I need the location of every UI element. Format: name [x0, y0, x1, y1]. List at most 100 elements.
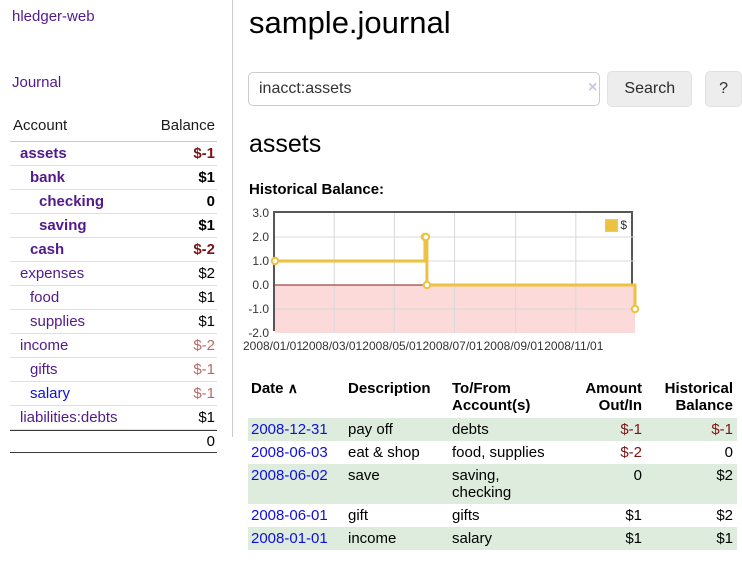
legend-label: $ — [620, 218, 627, 232]
accounts-column-header: To/From Account(s) — [452, 380, 531, 414]
historical-balance-label: Historical Balance: — [249, 181, 385, 198]
transaction-description: gift — [348, 507, 369, 524]
page-title: sample.journal — [249, 5, 451, 40]
account-balance: $-1 — [193, 361, 215, 378]
sidebar-account-saving[interactable]: saving — [39, 217, 87, 234]
account-balance: $-1 — [193, 385, 215, 402]
sidebar-account-liabilities-debts[interactable]: liabilities:debts — [20, 409, 118, 426]
historical-balance-chart: 3.0 2.0 1.0 0.0 -1.0 -2.0 $ 2008/01/01 2008/03… — [243, 206, 742, 361]
x-axis-tick-label: 2008/07/01 — [422, 339, 483, 353]
account-balance: $1 — [198, 289, 215, 306]
transaction-accounts: food, supplies — [452, 444, 545, 461]
account-row: saving $1 — [10, 214, 217, 238]
account-balance: $1 — [198, 169, 215, 186]
transaction-balance: $2 — [646, 464, 737, 504]
transaction-description: eat & shop — [348, 444, 420, 461]
sidebar-account-food[interactable]: food — [30, 289, 60, 306]
sidebar-account-salary[interactable]: salary — [30, 385, 71, 402]
main-content: sample.journal × Search ? assets Histori… — [243, 0, 742, 550]
y-axis-tick-label: -1.0 — [248, 302, 269, 316]
account-balance: $-1 — [193, 145, 215, 162]
sidebar-account-expenses[interactable]: expenses — [20, 265, 85, 282]
sort-asc-icon: ∧ — [287, 380, 298, 396]
clear-search-icon[interactable]: × — [588, 79, 598, 96]
transaction-description: income — [345, 527, 449, 550]
transaction-row: 2008-06-01 gift gifts $1 $2 — [248, 504, 737, 527]
transaction-date-link[interactable]: 2008-06-03 — [251, 444, 328, 461]
transaction-amount: $1 — [561, 527, 646, 550]
accounts-total-row: 0 — [10, 430, 217, 453]
app-title-link[interactable]: hledger-web — [12, 8, 95, 25]
transaction-accounts: gifts — [452, 507, 480, 524]
date-column-header[interactable]: Date ∧ — [251, 380, 298, 397]
search-input[interactable] — [248, 72, 601, 106]
search-form: × Search ? — [248, 71, 742, 107]
transaction-amount: $1 — [625, 507, 642, 524]
x-axis-tick-label: 2008/11/01 — [544, 339, 604, 353]
account-balance: $1 — [198, 313, 215, 330]
account-balance: $-2 — [193, 241, 215, 258]
account-row: assets $-1 — [10, 142, 217, 166]
chart-legend: $ — [605, 218, 627, 232]
transaction-row: 2008-06-02 save saving, checking 0 $2 — [248, 464, 737, 504]
account-row: salary $-1 — [10, 382, 217, 406]
account-row: expenses $2 — [10, 262, 217, 286]
account-column-header: Account — [13, 117, 68, 134]
x-axis-tick-label: 2008/09/01 — [483, 339, 544, 353]
help-button[interactable]: ? — [705, 71, 742, 107]
balance-column-header: Historical Balance — [664, 380, 733, 414]
account-balance: $1 — [198, 217, 215, 234]
transaction-amount: $-2 — [620, 444, 642, 461]
transaction-amount: 0 — [561, 464, 646, 504]
account-row: food $1 — [10, 286, 217, 310]
transactions-header-row: Date ∧ Description To/From Account(s) Am… — [248, 378, 737, 418]
sidebar-account-cash[interactable]: cash — [30, 241, 65, 258]
account-heading: assets — [249, 130, 322, 158]
sidebar-account-checking[interactable]: checking — [39, 193, 105, 210]
sidebar-item-journal[interactable]: Journal — [12, 74, 62, 91]
account-row: checking 0 — [10, 190, 217, 214]
transaction-accounts: debts — [449, 418, 561, 441]
x-axis-tick-label: 2008/05/01 — [362, 339, 423, 353]
account-balance: $2 — [198, 265, 215, 282]
y-axis-tick-label: 1.0 — [252, 254, 269, 268]
transaction-date-link[interactable]: 2008-06-02 — [251, 467, 328, 484]
transaction-accounts: saving, checking — [449, 464, 561, 504]
account-row: income $-2 — [10, 334, 217, 358]
sidebar-account-supplies[interactable]: supplies — [30, 313, 86, 330]
accounts-table-header: Account Balance — [10, 115, 217, 142]
transaction-accounts: salary — [449, 527, 561, 550]
description-column-header: Description — [348, 380, 431, 397]
transaction-date-link[interactable]: 2008-06-01 — [251, 507, 328, 524]
sidebar-account-bank[interactable]: bank — [30, 169, 66, 186]
account-balance: 0 — [206, 193, 215, 210]
x-axis-tick-label: 2008/03/01 — [302, 339, 363, 353]
account-balance: $1 — [198, 409, 215, 426]
sidebar-divider — [232, 0, 233, 437]
sidebar-account-assets[interactable]: assets — [20, 145, 67, 162]
chart-plot-area: $ — [270, 211, 640, 333]
transactions-table: Date ∧ Description To/From Account(s) Am… — [248, 378, 737, 550]
transaction-balance: $-1 — [646, 418, 737, 441]
account-row: liabilities:debts $1 — [10, 406, 217, 430]
sidebar: hledger-web Journal Account Balance asse… — [0, 0, 232, 453]
transaction-row: 2008-01-01 income salary $1 $1 — [248, 527, 737, 550]
sidebar-account-income[interactable]: income — [20, 337, 69, 354]
amount-column-header: Amount Out/In — [585, 380, 642, 414]
balance-column-header: Balance — [160, 117, 215, 134]
transaction-row: 2008-12-31 pay off debts $-1 $-1 — [248, 418, 737, 441]
search-button[interactable]: Search — [607, 71, 693, 107]
transaction-date-link[interactable]: 2008-12-31 — [251, 421, 328, 438]
account-row: cash $-2 — [10, 238, 217, 262]
transaction-row: 2008-06-03 eat & shop food, supplies $-2… — [248, 441, 737, 464]
transaction-balance: 0 — [724, 444, 733, 461]
sidebar-account-gifts[interactable]: gifts — [30, 361, 58, 378]
x-axis-tick-label: 2008/01/01 — [242, 339, 304, 353]
transaction-amount: $-1 — [561, 418, 646, 441]
account-row: bank $1 — [10, 166, 217, 190]
y-axis-tick-label: 2.0 — [252, 230, 269, 244]
transaction-balance: $1 — [646, 527, 737, 550]
transaction-description: pay off — [345, 418, 449, 441]
transaction-date-link[interactable]: 2008-01-01 — [251, 530, 328, 547]
chart-canvas — [270, 213, 640, 333]
